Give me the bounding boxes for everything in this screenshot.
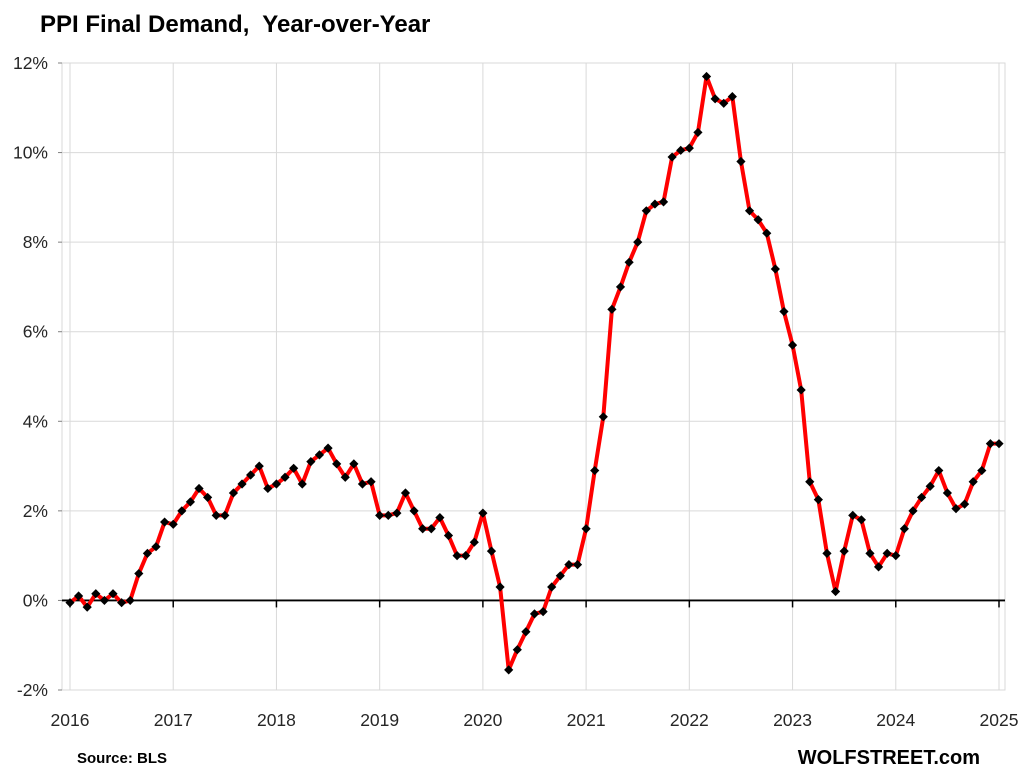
svg-text:2017: 2017 bbox=[154, 710, 193, 730]
source-label: Source: BLS bbox=[77, 750, 168, 767]
svg-text:2021: 2021 bbox=[567, 710, 606, 730]
svg-text:4%: 4% bbox=[23, 411, 48, 431]
svg-text:2019: 2019 bbox=[360, 710, 399, 730]
svg-text:2018: 2018 bbox=[257, 710, 296, 730]
svg-text:12%: 12% bbox=[13, 53, 48, 73]
svg-text:2023: 2023 bbox=[773, 710, 812, 730]
svg-text:2016: 2016 bbox=[51, 710, 90, 730]
svg-text:6%: 6% bbox=[23, 322, 48, 342]
svg-text:2%: 2% bbox=[23, 501, 48, 521]
svg-text:2020: 2020 bbox=[463, 710, 502, 730]
svg-text:2025: 2025 bbox=[980, 710, 1019, 730]
data-line bbox=[68, 74, 1001, 672]
plot-border bbox=[61, 62, 1006, 691]
y-tick-labels: 12% 10% 8% 6% 4% 2% 0% -2% bbox=[13, 53, 48, 700]
svg-text:-2%: -2% bbox=[17, 680, 48, 700]
data-markers bbox=[65, 71, 1004, 675]
chart-title: PPI Final Demand, Year-over-Year bbox=[40, 11, 431, 38]
brand-label: WOLFSTREET.com bbox=[797, 747, 980, 769]
svg-text:2024: 2024 bbox=[876, 710, 915, 730]
svg-text:10%: 10% bbox=[13, 143, 48, 163]
svg-text:0%: 0% bbox=[23, 590, 48, 610]
svg-text:2022: 2022 bbox=[670, 710, 709, 730]
svg-text:8%: 8% bbox=[23, 232, 48, 252]
y-gridlines bbox=[62, 62, 1005, 691]
x-tick-labels: 2016 2017 2018 2019 2020 2021 2022 2023 2024 2025 bbox=[51, 710, 1019, 730]
zero-axis bbox=[62, 599, 1005, 608]
x-gridlines bbox=[69, 63, 1000, 690]
y-axis-ticks bbox=[58, 62, 62, 691]
